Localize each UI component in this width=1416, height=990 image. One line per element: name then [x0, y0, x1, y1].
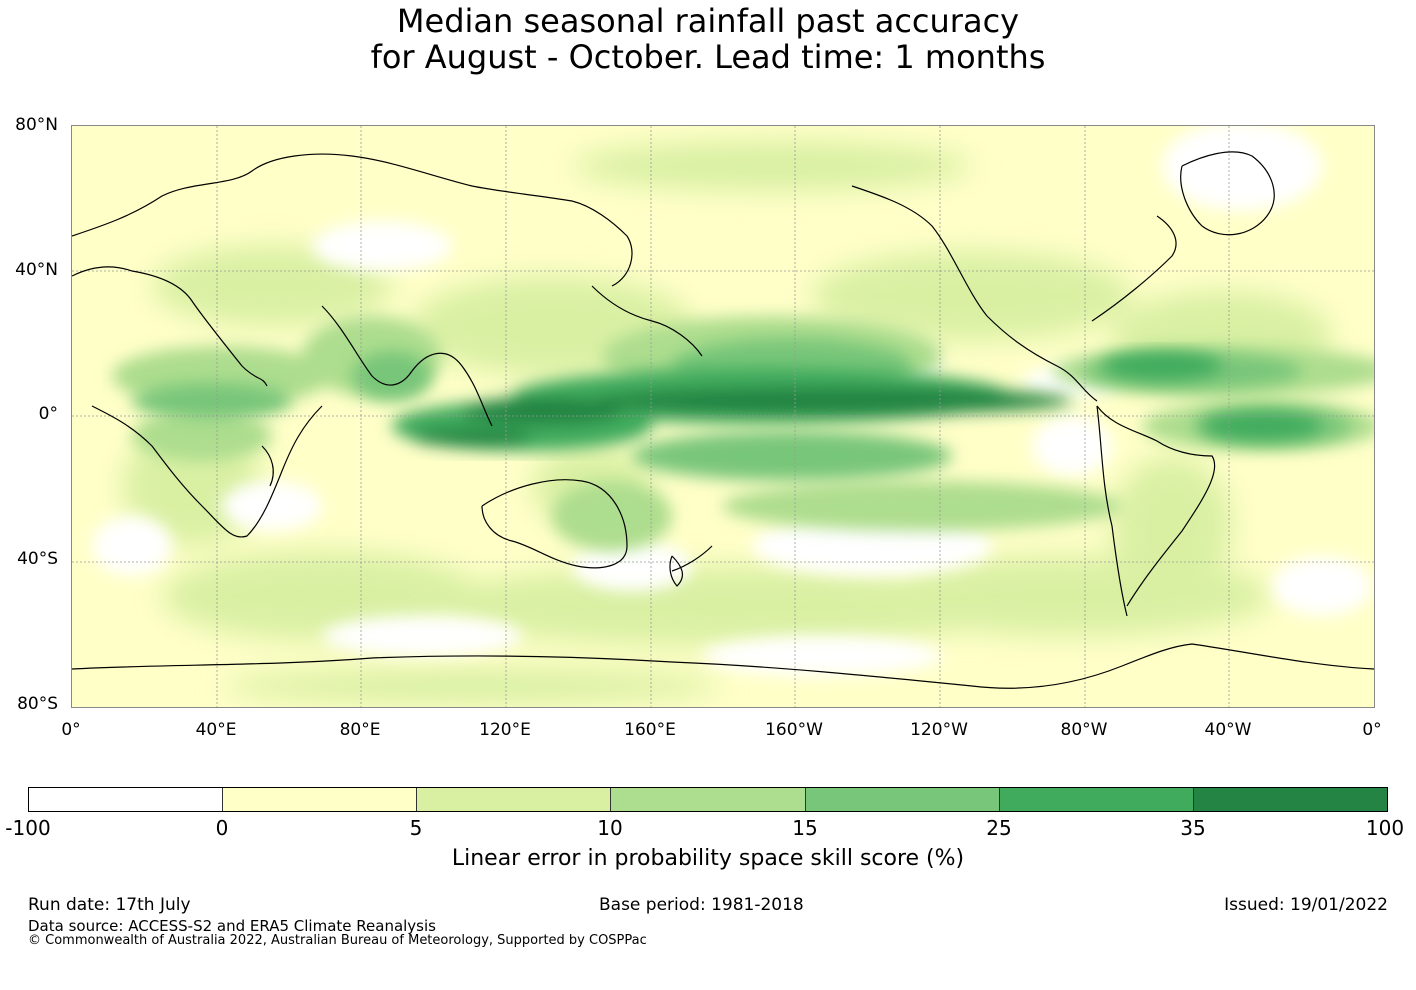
lon-label-80w: 80°W — [1060, 720, 1108, 740]
colorbar-tick: 5 — [409, 816, 423, 840]
colorbar-segment — [1193, 788, 1387, 811]
colorbar-tick: 10 — [597, 816, 623, 840]
colorbar-tick: 35 — [1180, 816, 1206, 840]
lon-label-160e: 160°E — [624, 720, 676, 740]
colorbar-tick: 15 — [792, 816, 818, 840]
colorbar-tick: 25 — [986, 816, 1012, 840]
title-line-2: for August - October. Lead time: 1 month… — [370, 38, 1046, 76]
colorbar — [28, 787, 1388, 812]
colorbar-segment — [805, 788, 1000, 811]
colorbar-segment — [29, 788, 224, 811]
lon-label-160w: 160°W — [765, 720, 823, 740]
colorbar-segment — [611, 788, 806, 811]
lon-label-0-right: 0° — [1362, 720, 1382, 740]
lon-label-120w: 120°W — [910, 720, 968, 740]
run-date: Run date: 17th July — [28, 895, 191, 915]
map-canvas — [72, 126, 1374, 707]
copyright: © Commonwealth of Australia 2022, Austra… — [28, 933, 647, 948]
issued-date: Issued: 19/01/2022 — [1224, 895, 1388, 915]
lat-label-0: 0° — [38, 404, 58, 424]
lat-label-80s: 80°S — [17, 694, 58, 714]
colorbar-segment — [417, 788, 612, 811]
base-period: Base period: 1981-2018 — [599, 895, 804, 915]
skill-field-peak — [392, 352, 1322, 451]
lat-label-80n: 80°N — [15, 115, 58, 135]
colorbar-segment — [999, 788, 1194, 811]
data-source: Data source: ACCESS-S2 and ERA5 Climate … — [28, 917, 436, 935]
lon-label-120e: 120°E — [479, 720, 531, 740]
colorbar-tick: -100 — [5, 816, 51, 840]
lon-label-80e: 80°E — [339, 720, 381, 740]
title-line-1: Median seasonal rainfall past accuracy — [396, 2, 1020, 40]
coastlines — [72, 151, 1374, 689]
lat-label-40s: 40°S — [17, 549, 58, 569]
colorbar-tick: 100 — [1365, 816, 1405, 840]
graticule — [72, 126, 1374, 707]
colorbar-tick: 0 — [215, 816, 229, 840]
lon-label-0: 0° — [61, 720, 81, 740]
skill-score-map — [71, 125, 1375, 708]
lat-label-40n: 40°N — [15, 260, 58, 280]
colorbar-label: Linear error in probability space skill … — [451, 846, 965, 871]
colorbar-segment — [223, 788, 418, 811]
lon-label-40e: 40°E — [195, 720, 237, 740]
lon-label-40w: 40°W — [1204, 720, 1252, 740]
